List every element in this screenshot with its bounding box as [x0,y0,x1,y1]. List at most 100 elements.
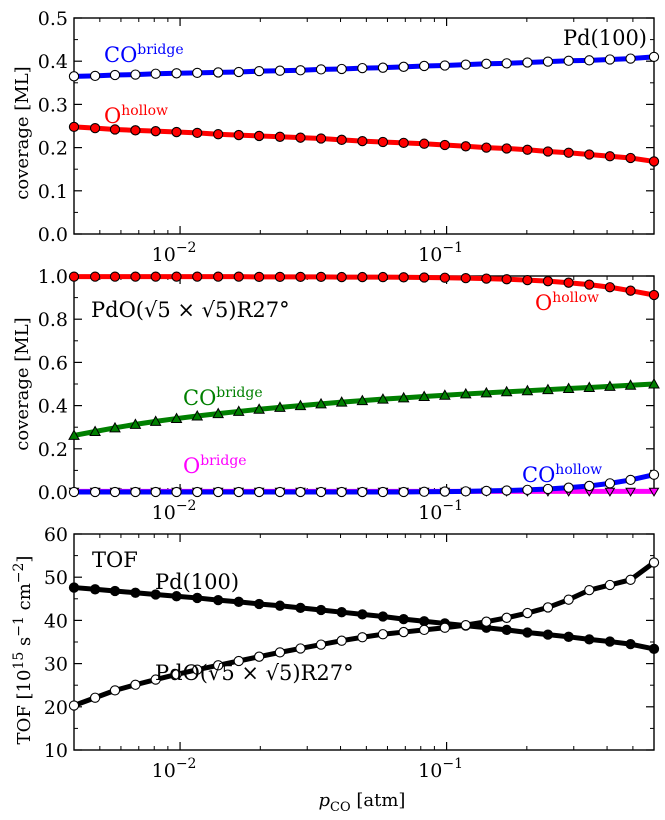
data-point-co-hollow [192,486,203,498]
data-point-co-bridge [294,399,307,411]
y-tick-label: 40 [44,610,68,632]
x-axis-label: pCO [atm] [319,790,406,815]
data-point-pd-100 [192,592,203,604]
data-point-co-hollow [563,482,574,493]
data-point-co-hollow [68,486,80,498]
data-point-pd-100 [130,587,141,598]
data-point-co-bridge [460,59,471,70]
data-point-o-hollow [233,271,244,282]
data-point-pdo-5-5-r27 [315,639,327,650]
data-point-co-bridge [625,53,636,64]
y-tick-label: 20 [44,697,68,719]
data-point-o-hollow [274,131,286,142]
data-point-o-hollow [648,289,660,301]
y-tick-label: 0.3 [38,94,68,116]
series-group-top [68,51,660,167]
data-point-co-bridge [357,62,368,74]
x-tick-label: 10−2 [152,756,197,782]
data-point-pdo-5-5-r27 [501,612,512,623]
data-point-co-hollow [377,486,389,498]
data-point-pdo-5-5-r27 [171,669,182,680]
data-point-co-bridge [68,429,80,440]
data-point-pdo-5-5-r27 [648,557,660,568]
data-point-pdo-5-5-r27 [625,574,636,585]
data-point-pd-100 [501,624,512,636]
data-point-o-hollow [336,134,347,145]
data-point-o-hollow [625,285,636,296]
data-point-co-bridge [439,60,450,71]
data-point-o-hollow [315,133,327,144]
data-point-o-hollow [336,271,347,283]
data-point-co-bridge [419,60,430,72]
annotation-pdo-middle: PdO(√5 × √5)R27° [91,298,290,322]
y-tick-label: 60 [44,524,68,546]
data-point-o-hollow [315,271,327,283]
annotation-co-bridge-top: CObridge [104,42,184,67]
data-point-pdo-5-5-r27 [274,647,286,658]
data-point-co-bridge [150,68,161,79]
data-point-pd-100 [604,636,616,647]
data-point-pd-100 [253,598,265,610]
data-point-co-hollow [315,486,327,498]
data-point-pd-100 [89,584,101,595]
data-point-co-bridge [295,65,306,76]
data-point-co-bridge [648,377,660,389]
data-point-pdo-5-5-r27 [150,674,161,685]
data-point-co-bridge [438,389,451,400]
data-point-co-bridge [192,67,203,79]
annotation-pd100-top: Pd(100) [563,26,647,50]
data-point-pdo-5-5-r27 [481,616,492,627]
data-point-o-hollow [150,271,161,282]
x-axis-top: 10−2 10−1 [73,18,634,266]
data-point-o-hollow [419,272,430,283]
data-point-co-bridge [500,385,513,397]
data-point-o-hollow [398,272,409,283]
data-point-co-bridge [109,421,121,433]
data-point-pdo-5-5-r27 [563,594,574,605]
data-point-co-bridge [397,391,410,403]
annotation-o-hollow-middle: Ohollow [535,290,599,315]
data-point-pd-100 [336,607,347,618]
data-point-pdo-5-5-r27 [522,607,533,619]
data-point-co-bridge [521,384,534,396]
data-point-o-hollow [542,146,554,157]
data-point-co-bridge [563,55,574,66]
data-point-o-hollow [481,142,492,153]
data-point-o-hollow [68,121,80,133]
series-group-middle [68,271,660,498]
y-tick-label: 0.0 [38,482,68,504]
data-point-co-hollow [150,486,161,498]
data-point-co-bridge [501,58,512,69]
y-axis-middle: 0.0 0.2 0.4 0.6 0.8 1.0 [38,266,654,504]
data-point-co-hollow [584,480,595,492]
data-point-co-bridge [170,412,183,424]
data-point-co-bridge [624,379,637,390]
data-point-pd-100 [150,589,161,600]
y-tick-label: 1.0 [38,266,68,288]
y-tick-label: 50 [44,567,68,589]
data-point-co-bridge [584,55,595,66]
data-point-co-hollow [481,485,492,497]
data-point-co-bridge [233,66,244,78]
data-point-co-bridge [459,387,472,399]
data-point-o-hollow [522,274,533,286]
data-point-co-bridge [542,383,554,395]
data-point-co-bridge [583,381,596,392]
data-point-o-hollow [130,125,141,136]
data-point-pd-100 [625,639,636,650]
data-point-o-hollow [171,126,182,138]
data-point-o-hollow [213,129,224,140]
y-tick-label: 0.0 [38,224,68,246]
panel-bottom-tof: 10 20 30 40 50 60 10−2 10−1 TOF [1015 s−1 cm−2… [11,524,660,815]
data-point-co-bridge [129,418,142,429]
data-point-pdo-5-5-r27 [377,629,389,640]
data-point-co-hollow [439,486,450,497]
annotation-co-bridge-middle: CObridge [183,385,263,410]
data-point-co-bridge [89,70,101,82]
data-point-o-hollow [439,272,450,283]
x-tick-label: 10−1 [418,240,463,266]
annotation-pdo-bottom: PdO(√5 × √5)R27° [155,661,354,685]
data-point-pdo-5-5-r27 [336,635,347,646]
data-point-co-bridge [212,407,225,419]
data-point-co-bridge [480,386,493,398]
